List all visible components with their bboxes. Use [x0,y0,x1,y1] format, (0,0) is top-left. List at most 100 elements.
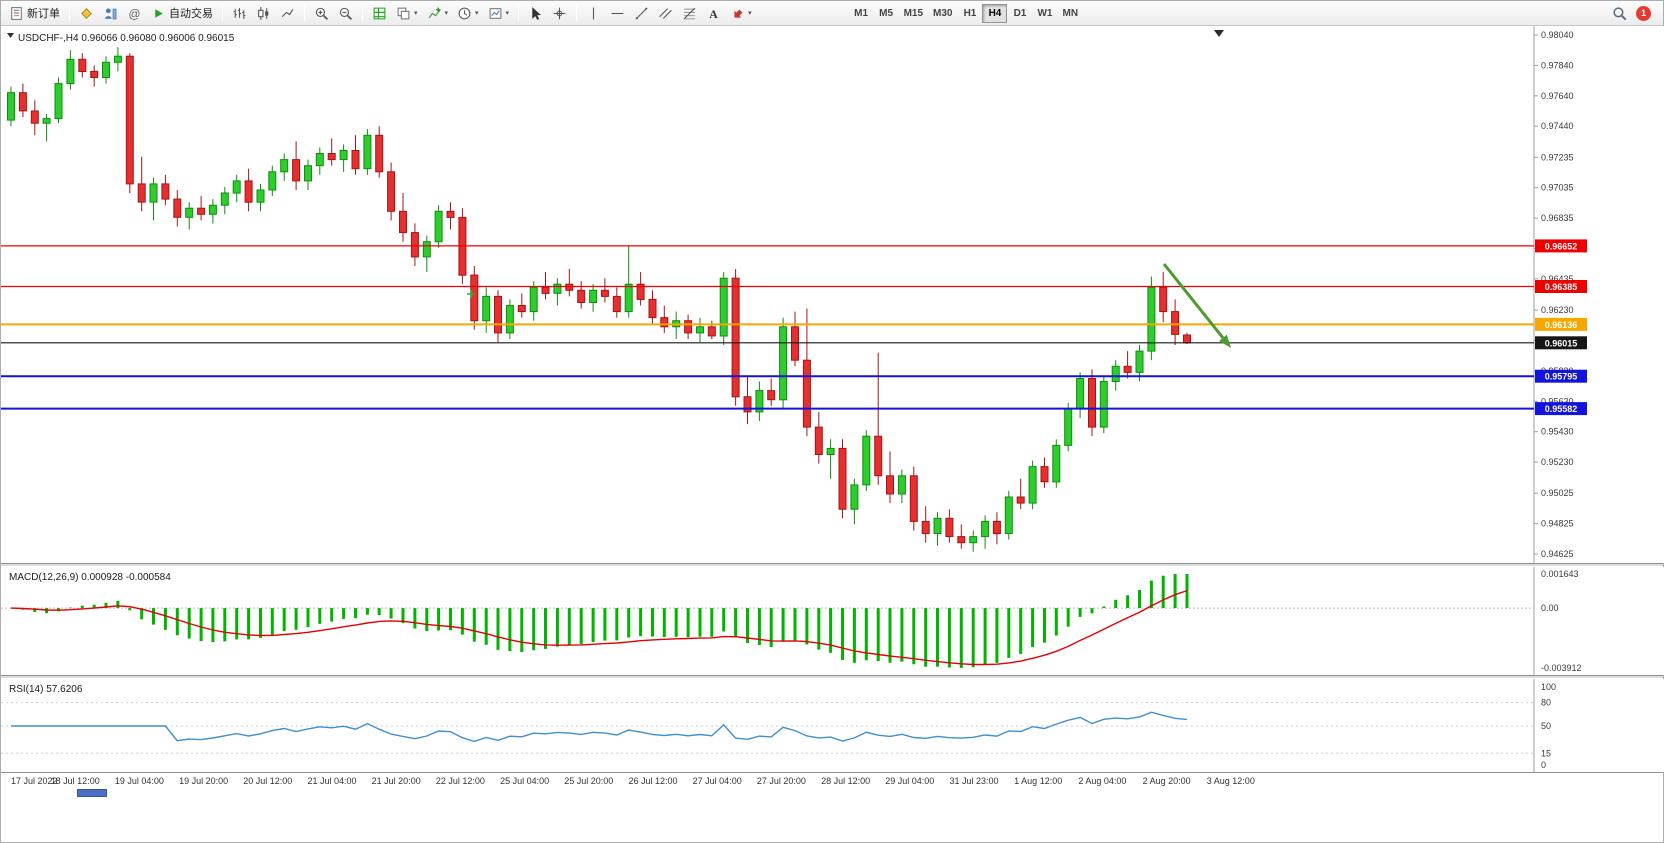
zoom-in-icon [315,7,328,20]
chart-background [1,26,1664,563]
timeframe-m30-button[interactable]: M30 [928,4,957,23]
new-order-button[interactable]: 新订单 [5,3,64,24]
dropdown-caret-icon: ▾ [505,9,510,17]
svg-text:-0.003912: -0.003912 [1541,663,1582,673]
search-icon[interactable] [1612,6,1627,21]
autotrading-button[interactable]: 自动交易 [147,3,217,24]
periods-button[interactable]: ▾ [453,3,483,24]
price-tag [1535,239,1587,253]
trendline-icon [635,7,648,19]
timeframe-group: M1 M5 M15 M30 H1 H4 D1 W1 MN [849,3,1083,23]
fibonacci-button[interactable] [678,3,701,24]
crosshair-icon [553,7,566,19]
timeframe-m5-button[interactable]: M5 [874,4,899,23]
market-button[interactable] [99,3,122,24]
svg-text:0.96835: 0.96835 [1541,213,1574,223]
market-icon [105,7,117,19]
chart-candles-button[interactable] [252,3,275,24]
horizontal-scrollbar [1,788,1663,798]
svg-text:0.97440: 0.97440 [1541,121,1574,131]
toolbar-right: 1 [1612,5,1659,21]
crosshair-button[interactable] [548,3,571,24]
price-tag [1535,402,1587,416]
price-tag [1535,280,1587,293]
profiles-button[interactable]: ▾ [392,3,422,24]
main-toolbar: 新订单 @ 自动交易 [1,1,1663,26]
timeframe-mn-button[interactable]: MN [1057,4,1083,23]
timeframe-w1-button[interactable]: W1 [1032,4,1057,23]
metaeditor-button[interactable] [75,3,98,24]
time-axis[interactable]: 17 Jul 2022 18 Jul 12:00 19 Jul 04:00 19 Ju… [1,772,1663,788]
community-icon: @ [129,7,141,20]
horizontal-line[interactable]: 0.95795 [1,369,1587,383]
timeframe-d1-button[interactable]: D1 [1007,4,1032,23]
horizontal-line[interactable]: 0.96385 [1,280,1587,293]
autotrading-label: 自动交易 [169,8,213,20]
chart-shift-marker[interactable] [1214,30,1224,37]
arrows-button[interactable]: ▾ [726,3,756,24]
panel-divider[interactable] [1,563,1663,567]
svg-text:0: 0 [1541,760,1546,770]
dropdown-caret-icon: ▾ [748,9,752,17]
svg-text:100: 100 [1541,682,1556,692]
horizontal-line[interactable]: 0.96652 [1,239,1587,253]
horizontal-line[interactable]: 0.96136 [1,317,1587,331]
channel-button[interactable] [654,3,677,24]
timeframe-h1-button[interactable]: H1 [957,4,982,23]
svg-text:0.97235: 0.97235 [1541,152,1574,162]
time-axis-label: 31 Jul 23:00 [949,776,999,786]
svg-text:0.95430: 0.95430 [1541,427,1574,437]
vertical-line-button[interactable] [582,3,605,24]
rsi-label: RSI(14) 57.6206 [9,684,83,695]
time-axis-label: 20 Jul 12:00 [243,776,293,786]
tile-windows-button[interactable] [368,3,391,24]
svg-text:0.94625: 0.94625 [1541,549,1574,559]
svg-text:0.96385: 0.96385 [1545,282,1578,292]
time-axis-label: 28 Jul 12:00 [821,776,871,786]
community-button[interactable]: @ [123,3,146,24]
candlestick-icon [258,6,269,20]
horizontal-line-button[interactable] [606,3,629,24]
zoom-in-button[interactable] [310,3,333,24]
dropdown-caret-icon: ▾ [414,9,418,17]
horizontal-line[interactable]: 0.96015 [1,336,1587,350]
svg-text:0.96435: 0.96435 [1541,274,1574,284]
templates-button[interactable]: ▾ [484,3,514,24]
h-scrollbar-thumb[interactable] [77,789,107,797]
time-axis-label: 27 Jul 20:00 [756,776,806,786]
time-axis-label: 26 Jul 12:00 [628,776,678,786]
macd-panel-canvas[interactable]: 0.001643 0.00 -0.003912 MACD(12,26,9) 0.000… [1,567,1664,675]
cross-marker[interactable] [467,290,475,298]
timeframe-h4-button[interactable]: H4 [982,3,1008,23]
zoom-out-button[interactable] [334,3,357,24]
toolbar-separator [518,5,520,21]
trendline-button[interactable] [630,3,653,24]
channel-icon [659,7,672,19]
macd-label: MACD(12,26,9) 0.000928 -0.000584 [9,572,171,583]
toolbar-separator [576,5,578,21]
panel-divider[interactable] [1,675,1663,679]
rsi-panel-canvas[interactable]: 100 80 50 15 0 RSI(14) 57.6206 [1,679,1664,772]
metaeditor-icon [81,7,92,19]
clock-icon [458,7,471,19]
svg-text:50: 50 [1541,721,1551,731]
dropdown-caret-icon: ▾ [444,9,449,17]
price-chart-canvas[interactable]: 0.98040 0.97840 0.97640 0.97440 0.97235 0.970… [1,26,1664,563]
cursor-icon [532,6,541,20]
indicators-button[interactable]: ▾ [423,3,453,24]
chart-line-button[interactable] [276,3,299,24]
timeframe-m1-button[interactable]: M1 [849,4,874,23]
timeframe-m15-button[interactable]: M15 [899,4,928,23]
chart-bars-button[interactable] [228,3,251,24]
text-button[interactable]: A [702,3,725,24]
svg-text:A: A [709,7,718,20]
horizontal-line[interactable]: 0.95582 [1,402,1587,416]
toolbar-separator [304,5,305,21]
time-axis-label: 17 Jul 2022 [11,776,58,786]
bar-chart-icon [233,7,246,19]
notification-badge[interactable]: 1 [1636,5,1651,21]
time-axis-label: 29 Jul 04:00 [885,776,935,786]
cursor-button[interactable] [524,3,547,24]
svg-text:0.96230: 0.96230 [1541,305,1574,315]
arrow-annotation[interactable] [1162,263,1231,348]
